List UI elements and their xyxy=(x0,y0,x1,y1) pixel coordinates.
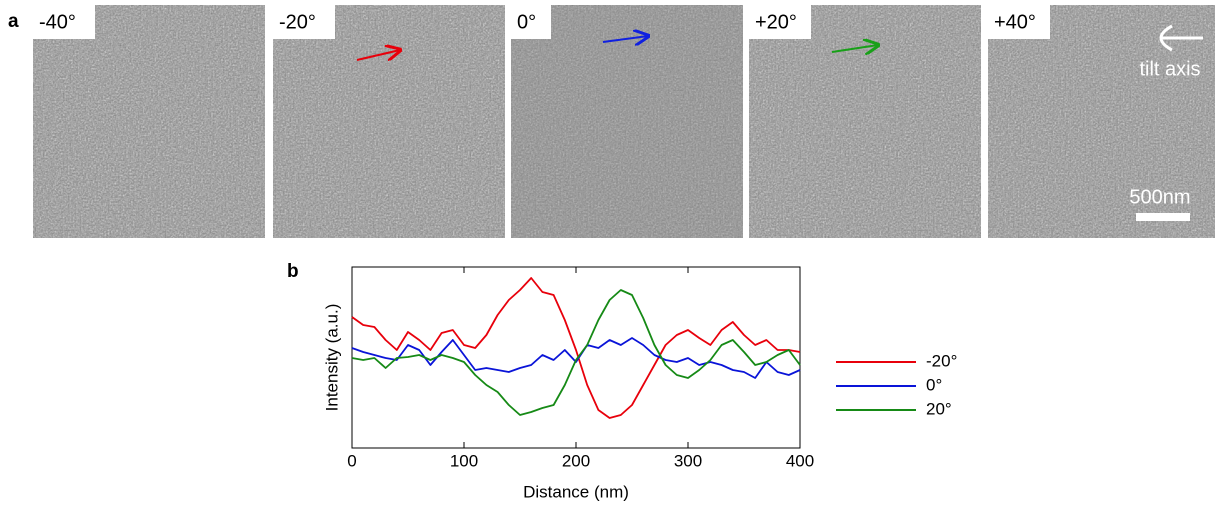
series-line xyxy=(351,289,801,416)
image-row: -40° -20° 0° +20° +40° tilt axis 500nm xyxy=(33,5,1215,238)
x-tick-label: 400 xyxy=(786,451,814,470)
scale-bar-label: 500nm xyxy=(1129,186,1190,208)
label-box xyxy=(988,5,1050,39)
line-chart: 0 100 200 300 400 Distance (nm) Intensity (a.u… xyxy=(322,266,957,501)
tilt-axis-label: tilt axis xyxy=(1139,58,1200,80)
image-label: +20° xyxy=(755,11,797,33)
label-box xyxy=(33,5,95,39)
legend-label: 0° xyxy=(926,375,942,394)
scale-bar xyxy=(1136,213,1190,221)
micrograph-texture xyxy=(511,5,743,238)
image-label: +40° xyxy=(994,11,1036,33)
label-box xyxy=(511,5,551,39)
series-line xyxy=(351,337,801,379)
x-tick-label: 200 xyxy=(562,451,590,470)
x-tick-label: 0 xyxy=(347,451,356,470)
legend-label: -20° xyxy=(926,351,957,370)
legend-label: 20° xyxy=(926,399,952,418)
micrograph-texture xyxy=(988,5,1215,238)
image-label: -40° xyxy=(39,11,76,33)
arrow xyxy=(831,45,878,52)
label-box xyxy=(749,5,811,39)
x-tick-label: 300 xyxy=(674,451,702,470)
x-axis-label: Distance (nm) xyxy=(523,482,629,501)
image-label: -20° xyxy=(279,11,316,33)
arrow xyxy=(356,50,400,61)
plot-frame xyxy=(351,266,801,449)
tilt-arrow xyxy=(1159,24,1203,52)
panel-label: b xyxy=(287,261,299,282)
y-axis-label: Intensity (a.u.) xyxy=(322,304,341,412)
micrograph-texture xyxy=(33,5,265,238)
panel-label: a xyxy=(8,11,19,32)
image-label: 0° xyxy=(517,11,536,33)
x-tick-label: 100 xyxy=(450,451,478,470)
micrograph-texture xyxy=(273,5,505,238)
label-box xyxy=(273,5,335,39)
arrow xyxy=(602,36,648,42)
micrograph-texture xyxy=(749,5,981,238)
series-line xyxy=(351,277,801,419)
